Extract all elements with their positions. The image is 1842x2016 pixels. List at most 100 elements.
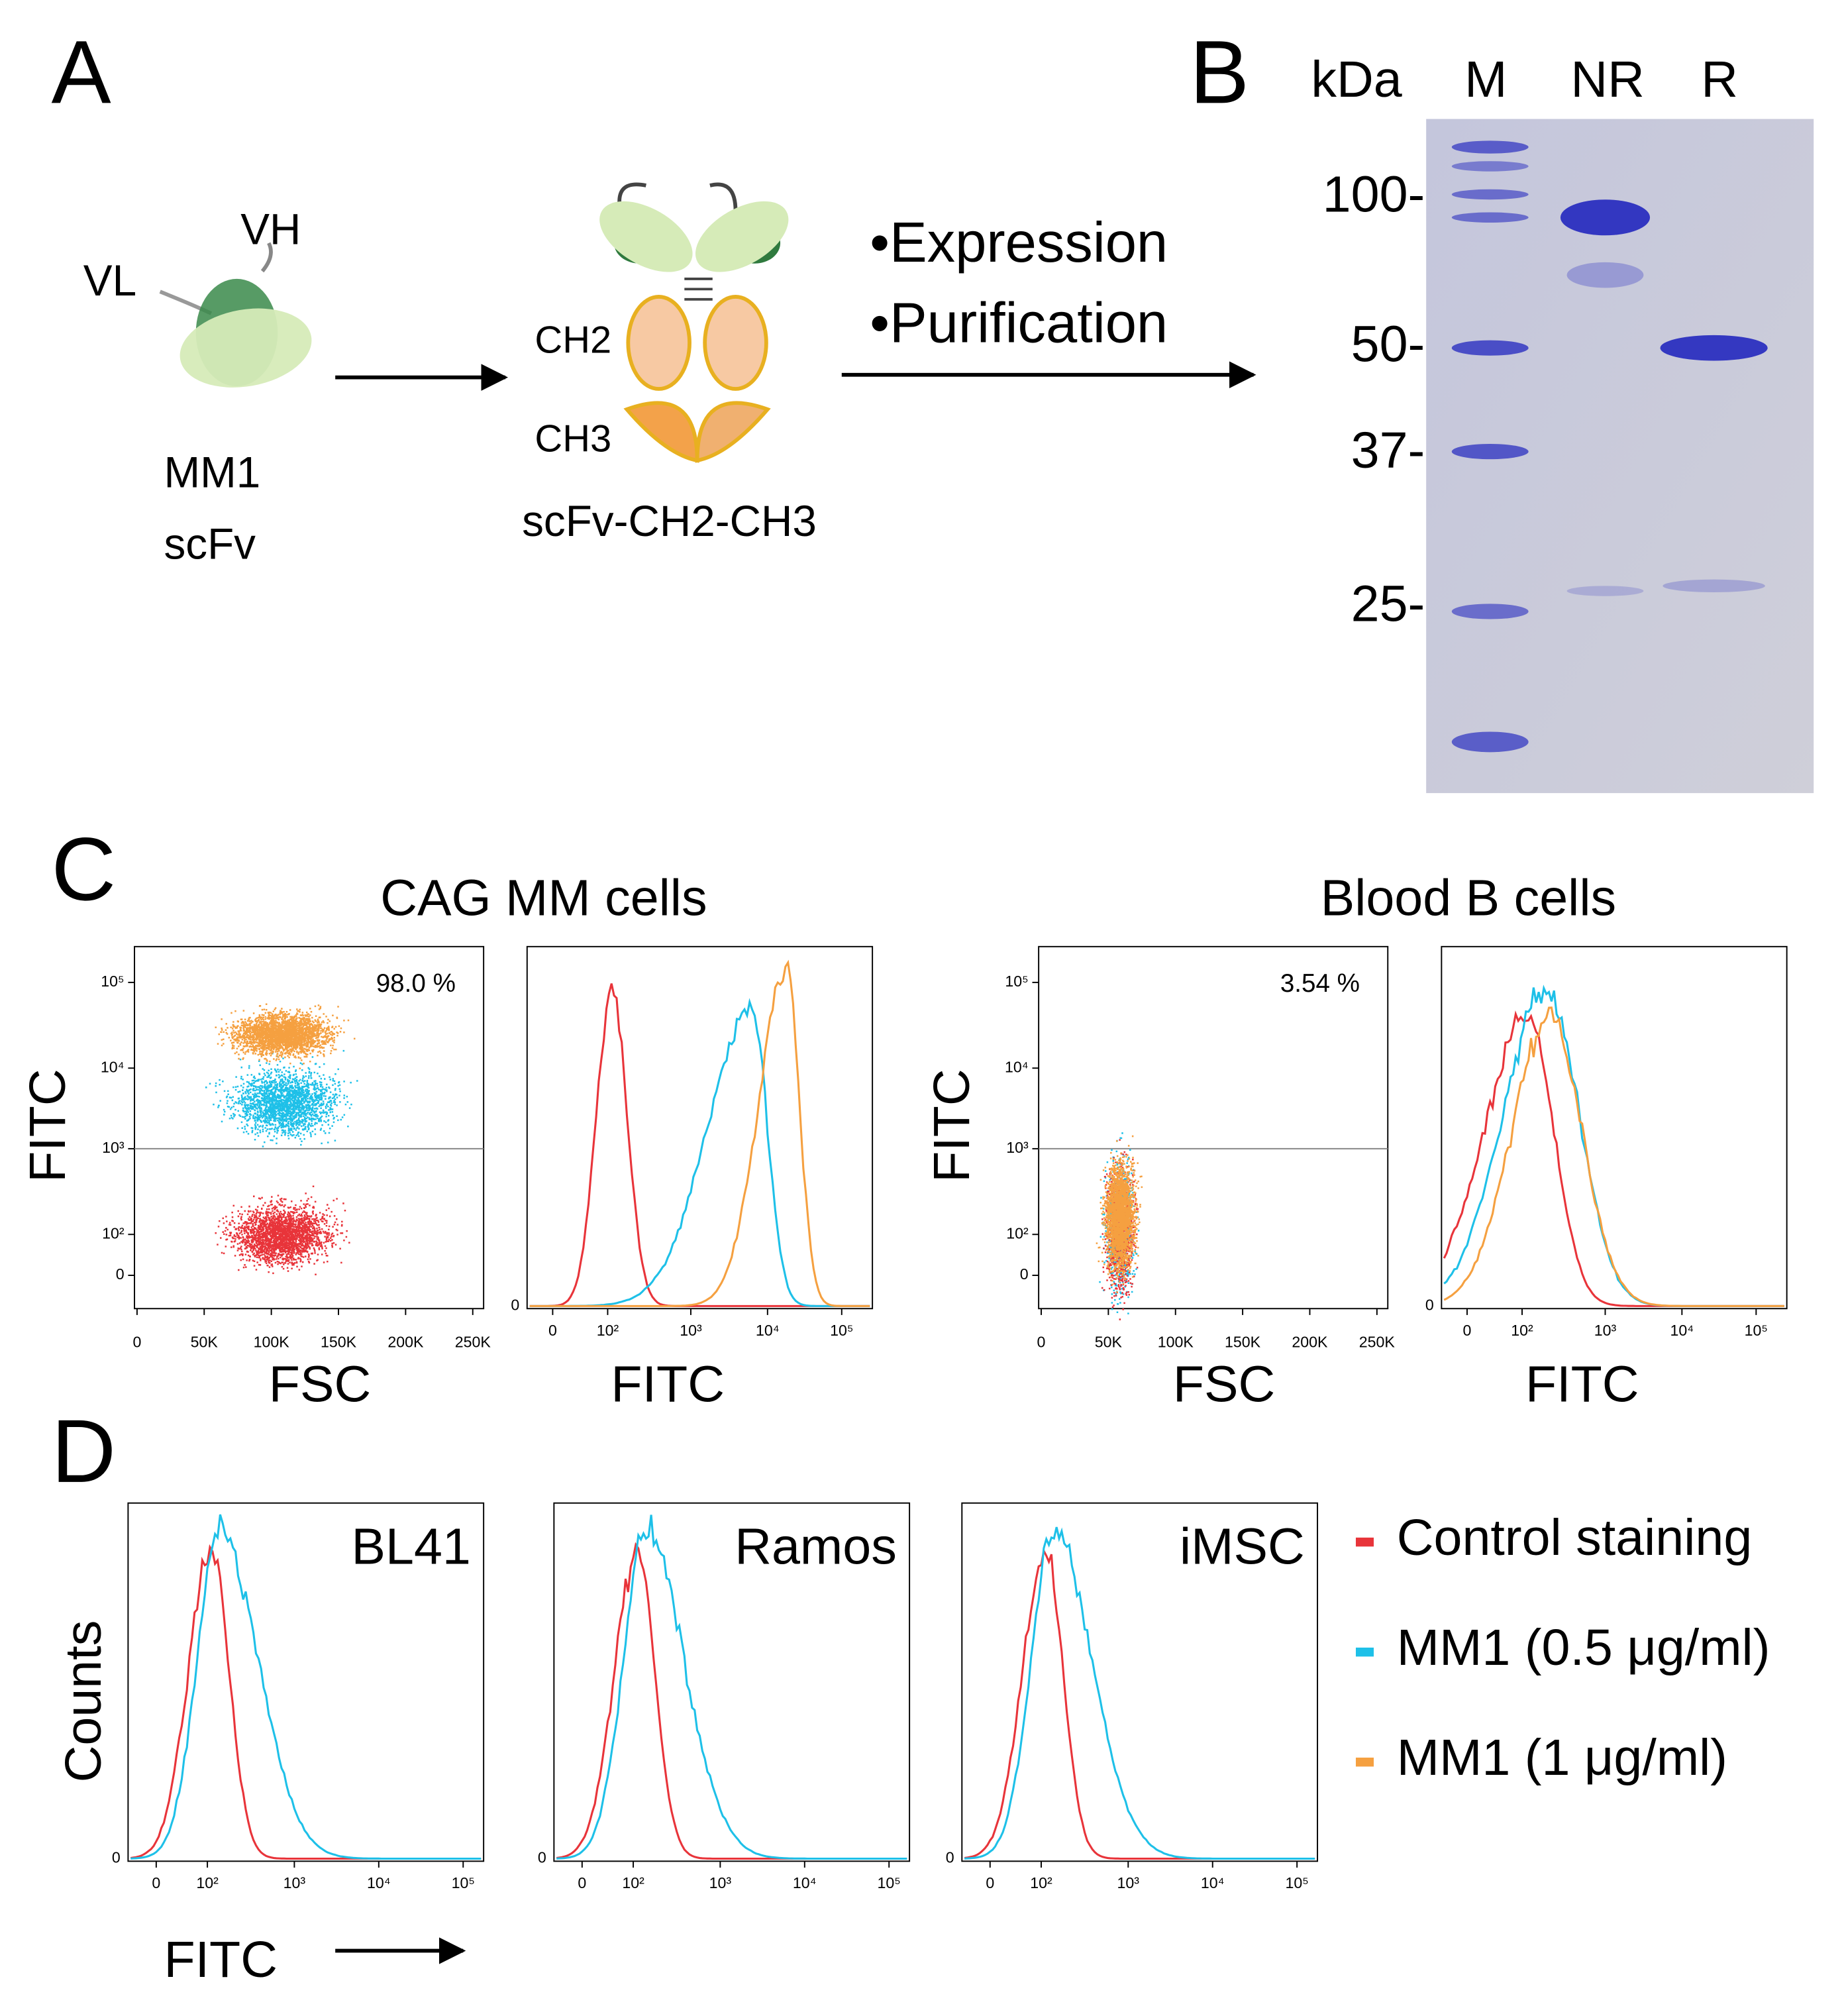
group-title: Blood B cells	[1321, 870, 1616, 927]
x-tick-label: 0	[578, 1874, 586, 1891]
gel-band	[1451, 604, 1529, 619]
histogram-curve	[1443, 1006, 1784, 1307]
step: •Purification	[870, 292, 1168, 355]
scatter-cloud	[205, 1049, 358, 1147]
y-tick-label: 10⁴	[1005, 1058, 1029, 1075]
x-tick-label: 10⁴	[793, 1874, 817, 1891]
gel-band	[1566, 262, 1644, 288]
y-tick-label: 10²	[102, 1224, 125, 1242]
legend-swatch	[1355, 1537, 1374, 1547]
histogram-curve	[556, 1514, 907, 1860]
panel-letter: D	[52, 1401, 117, 1501]
y-tick-label: 0	[116, 1265, 125, 1283]
gel-band	[1451, 212, 1529, 223]
construct-icon	[599, 182, 789, 463]
x-tick-label: 10⁴	[756, 1322, 780, 1339]
x-tick-label: 150K	[1225, 1334, 1261, 1351]
gel-band	[1451, 731, 1529, 753]
construct-label: scFv-CH2-CH3	[522, 497, 817, 545]
marker-label: 25-	[1351, 576, 1425, 633]
y-tick-label: 0	[538, 1849, 546, 1866]
lane-label: NR	[1570, 51, 1645, 108]
y-tick-label: 10⁴	[101, 1058, 125, 1075]
y-tick-label: 10⁵	[101, 973, 124, 990]
y-axis-label: FITC	[19, 1069, 76, 1183]
x-tick-label: 10⁵	[1285, 1874, 1308, 1891]
y-tick-label: 0	[1020, 1265, 1029, 1283]
x-tick-label: 10³	[283, 1874, 306, 1891]
panel-letter: A	[52, 22, 111, 122]
lane-label: R	[1701, 51, 1738, 108]
histogram-curve	[529, 959, 870, 1307]
gel-band	[1451, 444, 1529, 460]
plot-frame	[134, 945, 485, 1310]
x-tick-label: 100K	[254, 1334, 290, 1351]
legend-label: Control staining	[1397, 1509, 1753, 1566]
x-tick-label: 200K	[387, 1334, 424, 1351]
marker-label: 50-	[1351, 316, 1425, 373]
histogram-curve	[964, 1548, 1315, 1860]
legend-label: MM1 (0.5 μg/ml)	[1397, 1619, 1770, 1676]
y-tick-label: 10⁵	[1005, 973, 1028, 990]
x-tick-label: 250K	[1359, 1334, 1396, 1351]
plot-frame	[553, 1502, 911, 1862]
x-tick-label: 10⁴	[1201, 1874, 1225, 1891]
x-tick-label: 50K	[1095, 1334, 1123, 1351]
panel-letter: C	[52, 819, 117, 919]
panel-name: BL41	[352, 1518, 471, 1575]
x-tick-label: 10³	[680, 1322, 702, 1339]
x-tick-label: 0	[548, 1322, 557, 1339]
histogram-curve	[964, 1526, 1315, 1860]
histogram-curve	[130, 1514, 482, 1860]
x-tick-label: 200K	[1292, 1334, 1328, 1351]
marker-label: 37-	[1351, 422, 1425, 479]
step: •Expression	[870, 211, 1168, 274]
legend-swatch	[1355, 1757, 1374, 1767]
y-tick-label: 0	[946, 1849, 954, 1866]
x-tick-label: 10⁵	[830, 1322, 853, 1339]
group-title: CAG MM cells	[380, 870, 707, 927]
histogram-curve	[556, 1542, 907, 1860]
scfv-name: scFv	[164, 520, 256, 568]
plot-frame	[526, 945, 874, 1310]
gel-band	[1663, 579, 1765, 592]
x-tick-label: 250K	[455, 1334, 491, 1351]
y-axis-label: Counts	[55, 1620, 112, 1783]
y-tick-label: 0	[112, 1849, 121, 1866]
flow-group: CAG MM cells 98.0 % FITC FSC 0 50K 100K 150K 200…	[19, 870, 874, 1412]
x-tick-label: 10⁵	[878, 1874, 901, 1891]
marker-label: 100-	[1323, 166, 1425, 223]
x-tick-label: 10²	[196, 1874, 219, 1891]
y-axis-label: FITC	[923, 1069, 980, 1183]
flow-group: Blood B cells 3.54 % FITC FSC 0 50K 100K 150K 20…	[923, 870, 1788, 1412]
x-tick-label: 0	[986, 1874, 994, 1891]
x-tick-label: 10³	[709, 1874, 732, 1891]
histogram-panel: iMSC 0 10² 10³ 10⁴ 10⁵ 0	[946, 1502, 1319, 1891]
x-tick-label: 10⁵	[452, 1874, 475, 1891]
scatter-cloud	[215, 1185, 350, 1276]
gel-band	[1451, 340, 1529, 356]
plot-frame	[961, 1502, 1319, 1862]
y-tick-label: 10³	[1006, 1139, 1029, 1156]
vl-label: VL	[83, 256, 136, 305]
histogram-panel: BL41 0 10² 10³ 10⁴ 10⁵ 0	[112, 1502, 485, 1891]
legend-swatch	[1355, 1647, 1374, 1657]
gel-band	[1451, 189, 1529, 200]
x-tick-label: 10²	[1030, 1874, 1052, 1891]
gel-band	[1451, 140, 1529, 154]
x-axis-label: FITC	[164, 1931, 278, 1988]
scatter-cloud	[215, 1003, 356, 1069]
x-tick-label: 0	[132, 1334, 141, 1351]
histogram-curve	[1443, 1010, 1784, 1307]
x-tick-label: 10⁴	[1670, 1322, 1694, 1339]
x-axis-label: FSC	[269, 1355, 371, 1412]
scatter-cloud	[1096, 1135, 1143, 1293]
x-tick-label: 10²	[622, 1874, 644, 1891]
histogram-panel: Ramos 0 10² 10³ 10⁴ 10⁵ 0	[538, 1502, 911, 1891]
legend-label: MM1 (1 μg/ml)	[1397, 1729, 1727, 1786]
histogram-curve	[1443, 984, 1784, 1307]
gate-percent: 3.54 %	[1280, 969, 1360, 998]
x-tick-label: 0	[152, 1874, 160, 1891]
lane-label: M	[1464, 51, 1507, 108]
x-tick-label: 10²	[597, 1322, 619, 1339]
